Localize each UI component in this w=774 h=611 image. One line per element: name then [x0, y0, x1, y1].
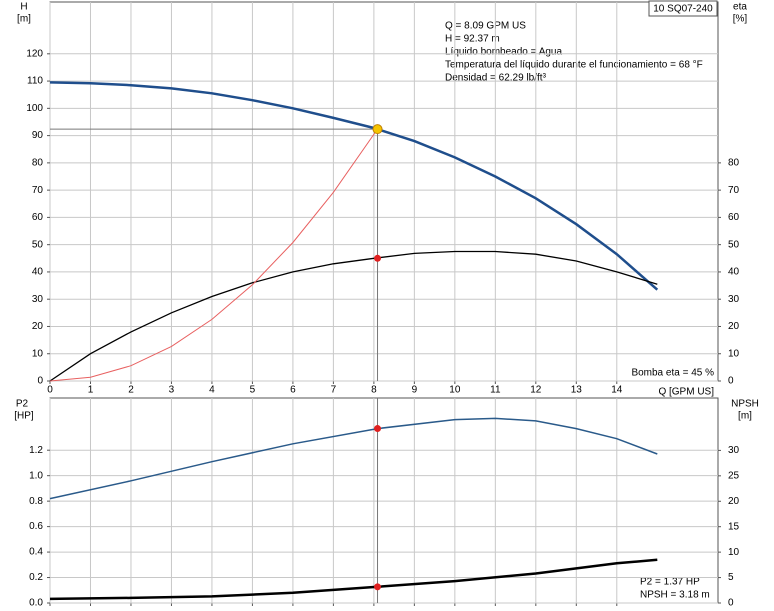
x-tick-label: 3: [169, 385, 175, 396]
model-box: [648, 0, 718, 17]
y-tick-label: 40: [32, 267, 44, 278]
y2-tick-label: 5: [728, 572, 734, 583]
x-tick-label: 2: [128, 385, 134, 396]
operating-point: [374, 425, 382, 433]
y-tick-label: 20: [32, 321, 44, 332]
y-tick-label: 0.2: [29, 572, 43, 583]
y-tick-label: 0.4: [29, 547, 43, 558]
curve: [49, 250, 658, 382]
y-tick-label: 90: [32, 130, 44, 141]
y-tick-label: 1.0: [29, 470, 43, 481]
y2-label: NPSH: [731, 399, 759, 410]
y-tick-label: 120: [26, 48, 43, 59]
y2-tick-label: 25: [728, 470, 740, 481]
y2-tick-label: 20: [728, 321, 740, 332]
y2-tick-label: 20: [728, 496, 740, 507]
note: P2 = 1.37 HP: [640, 577, 700, 588]
curve: [49, 128, 378, 382]
x-tick-label: 8: [371, 385, 377, 396]
y2-tick-label: 60: [728, 212, 740, 223]
model: 10 SQ07-240: [653, 4, 713, 15]
x-label: Q [GPM US]: [658, 387, 714, 398]
y-tick-label: 0: [37, 376, 43, 387]
x-tick-label: 4: [209, 385, 215, 396]
y2-tick-label: 80: [728, 158, 740, 169]
curve: [49, 417, 658, 500]
annotation: Temperatura del líquido durante el funci…: [445, 60, 703, 71]
y2-tick-label: 70: [728, 185, 740, 196]
y-tick-label: 110: [27, 76, 43, 87]
y-unit: [m]: [17, 14, 31, 25]
y2-tick-label: 10: [728, 348, 740, 359]
x-tick-label: 7: [331, 385, 337, 396]
annotation: Q = 8.09 GPM US: [445, 21, 526, 32]
y-tick-label: 50: [32, 239, 44, 250]
x-tick-label: 6: [290, 385, 296, 396]
y2-label: eta: [733, 2, 747, 13]
y-tick-label: 1.2: [29, 445, 43, 456]
y-label: P2: [16, 399, 29, 410]
bottom-frame: [49, 397, 719, 604]
x-tick-label: 12: [530, 385, 542, 396]
y-tick-label: 10: [32, 348, 44, 359]
x-tick-label: 1: [88, 385, 94, 396]
y2-tick-label: 0: [728, 598, 734, 609]
y2-unit: [%]: [733, 14, 748, 25]
y-tick-label: 30: [32, 294, 44, 305]
y2-tick-label: 40: [728, 267, 740, 278]
y-tick-label: 0.0: [29, 598, 43, 609]
x-tick-label: 0: [47, 385, 53, 396]
y2-tick-label: 0: [728, 376, 734, 387]
x-tick-label: 10: [449, 385, 461, 396]
note: NPSH = 3.18 m: [640, 590, 710, 601]
note: Bomba eta = 45 %: [631, 368, 714, 379]
operating-point: [374, 583, 382, 591]
annotation: Líquido bombeado = Agua: [445, 47, 562, 58]
x-tick-label: 11: [490, 385, 501, 396]
x-tick-label: 9: [412, 385, 418, 396]
y2-tick-label: 30: [728, 294, 740, 305]
y-label: H: [20, 2, 27, 13]
x-tick-label: 14: [611, 385, 623, 396]
y-tick-label: 100: [26, 103, 43, 114]
curve: [49, 558, 658, 601]
curve: [49, 81, 659, 291]
y-tick-label: 0.6: [29, 521, 43, 532]
y2-tick-label: 10: [728, 547, 740, 558]
y-tick-label: 0.8: [29, 496, 43, 507]
x-tick-label: 13: [571, 385, 583, 396]
operating-point: [372, 124, 383, 135]
y2-tick-label: 30: [728, 445, 740, 456]
y-unit: [HP]: [14, 411, 34, 422]
y2-unit: [m]: [738, 411, 752, 422]
annotation: H = 92.37 m: [445, 34, 500, 45]
x-tick-label: 5: [250, 385, 256, 396]
y2-tick-label: 50: [728, 239, 740, 250]
y-tick-label: 70: [32, 185, 44, 196]
operating-point: [374, 254, 382, 262]
y-tick-label: 60: [32, 212, 44, 223]
y-tick-label: 80: [32, 158, 44, 169]
y2-tick-label: 15: [728, 521, 740, 532]
